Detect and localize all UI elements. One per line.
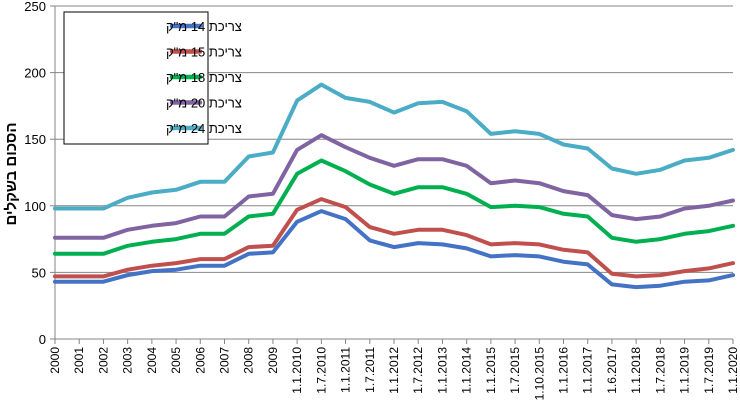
x-tick-label: 2006 xyxy=(193,347,207,374)
x-tick-label: 1.6.2017 xyxy=(605,347,619,394)
legend-label-4: צריכת 20 מ"ק xyxy=(166,96,242,111)
y-tick-label: 0 xyxy=(39,332,46,347)
x-tick-label: 2001 xyxy=(72,347,86,374)
legend-label-5: צריכת 24 מ"ק xyxy=(166,121,242,136)
x-tick-label: 1.7.2018 xyxy=(653,347,667,394)
x-tick-label: 2008 xyxy=(242,347,256,374)
x-tick-label: 1.1.2012 xyxy=(387,347,401,394)
y-tick-labels: 0 50 100 150 200 250 xyxy=(24,0,46,347)
x-tick-label: 2000 xyxy=(48,347,62,374)
y-tick-label: 100 xyxy=(24,199,46,214)
y-tick-label: 150 xyxy=(24,132,46,147)
y-axis-label: הסכום בשקלים xyxy=(3,122,20,225)
x-tick-label: 1.7.2015 xyxy=(508,347,522,394)
series-line-1 xyxy=(53,209,735,290)
x-tick-label: 1.1.2013 xyxy=(435,347,449,394)
x-tick-label: 2003 xyxy=(121,347,135,374)
x-tick-label: 2009 xyxy=(266,347,280,374)
x-tick-label: 1.1.2016 xyxy=(557,347,571,394)
x-tick-label: 1.1.2019 xyxy=(678,347,692,394)
x-tick-label: 1.1.2015 xyxy=(484,347,498,394)
legend-label-2: צריכת 15 מ"ק xyxy=(166,45,242,60)
x-tick-label: 1.1.2011 xyxy=(339,347,353,393)
x-tick-label: 1.7.2011 xyxy=(363,347,377,393)
series-line-2 xyxy=(53,197,735,279)
x-tick-label: 1.7.2012 xyxy=(411,347,425,394)
x-tick-label: 1.7.2019 xyxy=(702,347,716,394)
x-tick-label: 1.1.2010 xyxy=(290,347,304,394)
legend-label-1: צריכת 14 מ"ק xyxy=(166,19,242,34)
x-tick-label: 2005 xyxy=(169,347,183,374)
x-tick-labels: 2000 2001 2002 2003 2004 2005 2006 2007 2008 2009… xyxy=(48,347,740,401)
y-tick-label: 250 xyxy=(24,0,46,14)
series-lines xyxy=(53,82,735,290)
x-tick-label: 1.1.2020 xyxy=(726,347,740,394)
y-tick-label: 200 xyxy=(24,66,46,81)
legend: צריכת 14 מ"ק צריכת 15 מ"ק צריכת 18 מ"ק צריכ… xyxy=(63,11,242,145)
series-line-4 xyxy=(53,133,735,240)
legend-label-3: צריכת 18 מ"ק xyxy=(166,70,242,85)
x-tick-label: 2004 xyxy=(145,347,159,374)
x-tick-label: 1.1.2014 xyxy=(460,347,474,394)
y-tick-label: 50 xyxy=(32,265,46,280)
x-tick-label: 1.10.2015 xyxy=(532,347,546,401)
x-tick-label: 1.1.2018 xyxy=(629,347,643,394)
x-tick-label: 1.1.2017 xyxy=(581,347,595,394)
x-tick-label: 1.7.2010 xyxy=(314,347,328,394)
series-line-5 xyxy=(53,82,735,211)
series-line-3 xyxy=(53,158,735,256)
x-tick-label: 2007 xyxy=(218,347,232,374)
x-tick-label: 2002 xyxy=(96,347,110,374)
